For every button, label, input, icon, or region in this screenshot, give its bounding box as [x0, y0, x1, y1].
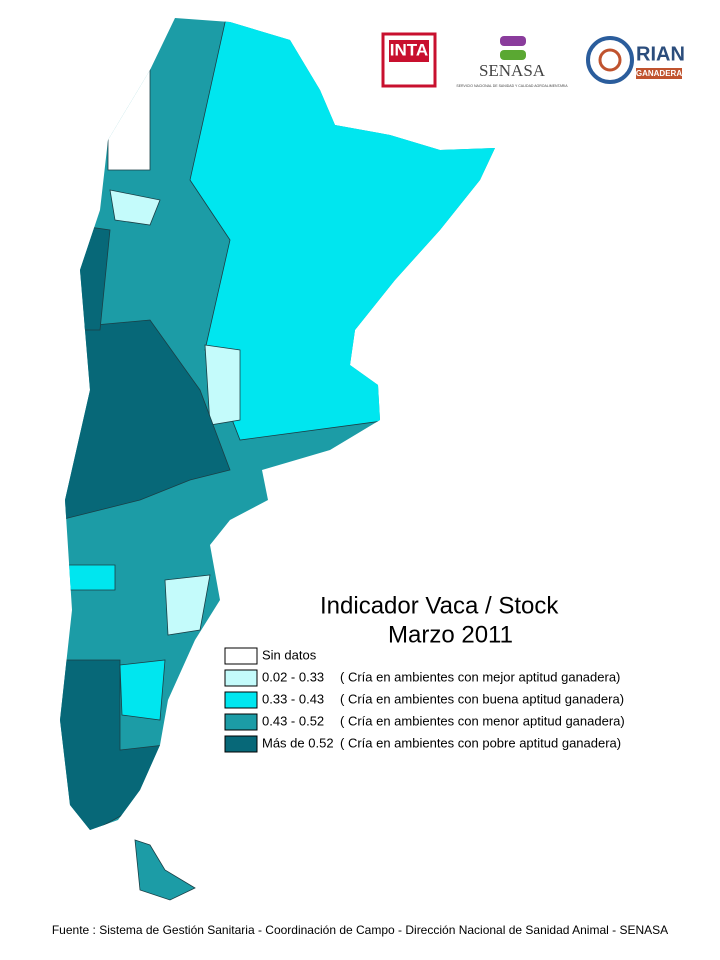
- rian-bar: [636, 68, 682, 79]
- rian-sub: GANADERA: [636, 69, 682, 78]
- region: [119, 659, 166, 721]
- legend-description: ( Cría en ambientes con pobre aptitud ga…: [340, 735, 621, 750]
- legend-label: 0.33 - 0.43: [262, 691, 324, 706]
- senasa-mark: [500, 50, 526, 60]
- region: [109, 189, 161, 226]
- map-title: Indicador Vaca / Stock: [320, 592, 559, 619]
- senasa-subtitle: SERVICIO NACIONAL DE SANIDAD Y CALIDAD A…: [456, 84, 568, 88]
- rian-emblem: [598, 48, 622, 72]
- legend-swatch: [224, 647, 258, 665]
- legend-label: Sin datos: [262, 647, 317, 662]
- inta-text: INTA: [390, 40, 428, 59]
- rian-emblem: [586, 36, 634, 84]
- legend-swatch: [224, 669, 258, 687]
- footer-source: Fuente : Sistema de Gestión Sanitaria - …: [52, 923, 668, 937]
- legend-swatch: [224, 713, 258, 731]
- rian-text: RIAN: [636, 43, 685, 65]
- legend: Sin datos 0.02 - 0.33 ( Cría en ambientes …: [224, 647, 625, 753]
- map-subtitle: Marzo 2011: [388, 621, 513, 648]
- senasa-text: SENASA: [479, 61, 546, 80]
- region: [204, 344, 241, 426]
- legend-description: ( Cría en ambientes con mejor aptitud ga…: [340, 669, 620, 684]
- region: [60, 564, 116, 591]
- legend-swatch: [224, 735, 258, 753]
- tierra-del-fuego: [134, 839, 196, 901]
- legend-label: 0.43 - 0.52: [262, 713, 324, 728]
- legend-description: ( Cría en ambientes con menor aptitud ga…: [340, 713, 625, 728]
- region: [164, 574, 211, 636]
- senasa-mark: [500, 36, 526, 46]
- region: [107, 59, 151, 171]
- legend-swatch: [224, 691, 258, 709]
- legend-label: 0.02 - 0.33: [262, 669, 324, 684]
- legend-label: Más de 0.52: [262, 735, 334, 750]
- map: [60, 18, 495, 830]
- inta-logo-bar: [389, 40, 429, 62]
- legend-description: ( Cría en ambientes con buena aptitud ga…: [340, 691, 624, 706]
- region: [60, 219, 111, 331]
